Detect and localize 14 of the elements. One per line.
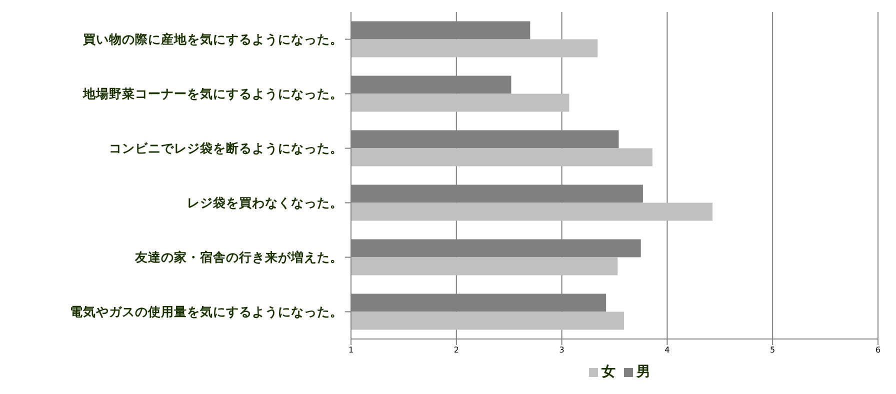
x-tick-label: 6 [875,346,881,355]
legend-label: 男 [636,363,650,381]
y-tick-label: コンビニでレジ袋を断るようになった。 [109,140,343,156]
x-tick-label: 5 [770,346,776,355]
y-tick-label: レジ袋を買わなくなった。 [187,195,343,210]
x-tick-label: 4 [664,346,670,355]
x-tick-label: 1 [348,346,354,355]
y-tick-label: 地場野菜コーナーを気にするようになった。 [82,86,343,102]
y-tick-label: 友達の家・宿舎の行き来が増えた。 [134,250,343,265]
legend-label: 女 [602,363,616,381]
y-tick-label: 買い物の際に産地を気にするようになった。 [82,32,343,47]
x-tick-label: 3 [559,346,564,355]
x-tick-label: 2 [454,346,459,355]
y-tick-label: 電気やガスの使用量を気にするようになった。 [70,304,343,320]
